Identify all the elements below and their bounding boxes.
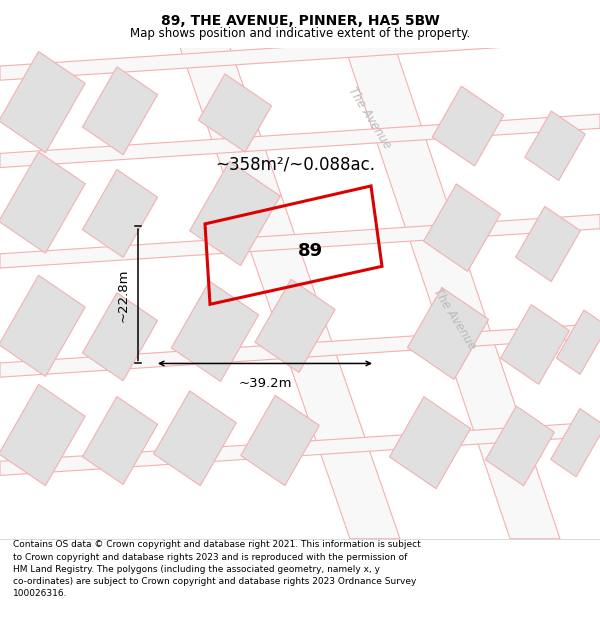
Polygon shape [0, 275, 85, 376]
Polygon shape [82, 169, 158, 258]
Polygon shape [424, 184, 500, 271]
Polygon shape [500, 304, 569, 384]
Text: ~22.8m: ~22.8m [117, 268, 130, 321]
Polygon shape [0, 51, 85, 152]
Polygon shape [0, 214, 600, 268]
Text: Contains OS data © Crown copyright and database right 2021. This information is : Contains OS data © Crown copyright and d… [13, 541, 421, 598]
Polygon shape [556, 310, 600, 374]
Polygon shape [180, 48, 400, 539]
Polygon shape [0, 324, 600, 377]
Polygon shape [515, 206, 580, 282]
Text: Map shows position and indicative extent of the property.: Map shows position and indicative extent… [130, 28, 470, 41]
Polygon shape [525, 111, 585, 181]
Polygon shape [0, 384, 85, 486]
Text: The Avenue: The Avenue [431, 286, 479, 352]
Polygon shape [82, 67, 158, 155]
Text: ~39.2m: ~39.2m [238, 377, 292, 389]
Polygon shape [82, 293, 158, 381]
Polygon shape [389, 397, 470, 489]
Polygon shape [0, 27, 600, 80]
Polygon shape [190, 161, 280, 266]
Polygon shape [241, 396, 319, 486]
Polygon shape [172, 281, 259, 381]
Polygon shape [154, 391, 236, 486]
Polygon shape [0, 422, 600, 476]
Polygon shape [0, 152, 85, 253]
Polygon shape [82, 396, 158, 484]
Text: The Avenue: The Avenue [346, 84, 394, 151]
Text: 89, THE AVENUE, PINNER, HA5 5BW: 89, THE AVENUE, PINNER, HA5 5BW [161, 14, 439, 28]
Text: ~358m²/~0.088ac.: ~358m²/~0.088ac. [215, 156, 375, 174]
Polygon shape [432, 86, 504, 166]
Polygon shape [345, 48, 560, 539]
Polygon shape [0, 114, 600, 168]
Polygon shape [485, 406, 554, 486]
Polygon shape [255, 279, 335, 372]
Polygon shape [407, 288, 488, 379]
Polygon shape [551, 409, 600, 477]
Polygon shape [199, 74, 272, 152]
Text: 89: 89 [298, 242, 323, 259]
